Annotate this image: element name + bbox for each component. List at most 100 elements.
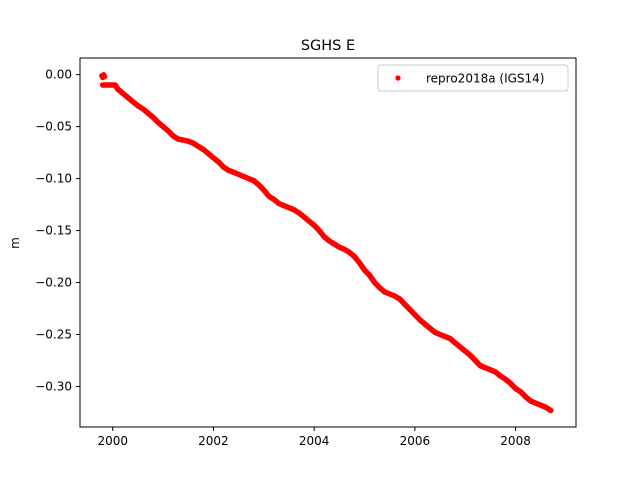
data-point (477, 363, 483, 369)
data-point (155, 119, 161, 125)
data-point (140, 106, 146, 112)
data-point (120, 90, 126, 96)
data-point (185, 138, 191, 144)
data-point (276, 200, 282, 207)
data-point (296, 210, 302, 216)
y-tick-label: 0.00 (45, 68, 72, 82)
data-point (130, 99, 136, 105)
x-tick-label: 2000 (97, 434, 128, 448)
data-point (387, 291, 393, 297)
data-point (160, 124, 166, 130)
data-point (422, 321, 428, 327)
axis-ticks: 2000 2002 2004 2006 2008 0.00 −0.05 −0.10 −0.15 −… (35, 68, 531, 448)
data-point (507, 380, 514, 386)
y-tick-label: −0.20 (35, 276, 72, 290)
data-point (452, 340, 458, 346)
data-point (407, 306, 413, 313)
data-point (165, 128, 171, 134)
data-point (351, 253, 357, 260)
data-point (467, 352, 473, 358)
data-point (437, 331, 443, 338)
data-point (115, 86, 121, 92)
data-point (356, 260, 363, 266)
data-point (361, 267, 368, 273)
data-point (321, 234, 327, 240)
data-point (341, 246, 347, 252)
data-point (457, 344, 463, 350)
data-point (412, 312, 418, 318)
data-point (220, 164, 227, 170)
data-point (125, 94, 131, 101)
data-point (180, 137, 186, 143)
series-0 (99, 72, 554, 414)
data-point (392, 293, 398, 299)
x-tick-label: 2002 (198, 434, 229, 448)
data-point (281, 203, 287, 209)
data-point (135, 103, 141, 109)
data-point (205, 151, 211, 157)
data-point (523, 394, 529, 400)
data-point (145, 110, 151, 116)
data-point (497, 373, 504, 379)
y-tick-label: −0.05 (35, 120, 72, 134)
data-point (482, 365, 488, 371)
y-tick-label: −0.15 (35, 224, 72, 238)
data-point (215, 159, 222, 165)
data-point (306, 218, 312, 224)
data-point (261, 187, 267, 193)
plot-frame (79, 57, 577, 428)
data-point (538, 402, 544, 408)
data-point (462, 348, 468, 354)
data-point (346, 249, 352, 255)
data-point (225, 167, 232, 173)
legend-box (377, 64, 569, 92)
data-point (200, 146, 206, 153)
data-point (336, 244, 342, 250)
data-point (256, 182, 262, 188)
data-point (432, 329, 438, 335)
data-point (251, 178, 257, 184)
data-point (170, 133, 176, 139)
y-tick-label: −0.25 (35, 327, 72, 341)
data-point (241, 173, 247, 180)
data-point (236, 171, 242, 177)
data-point (472, 357, 478, 364)
data-point (442, 334, 448, 340)
data-point (271, 196, 277, 202)
y-axis-label: m (8, 237, 22, 249)
data-point (286, 205, 292, 211)
data-point (311, 222, 317, 228)
data-point (492, 369, 498, 375)
data-point (502, 376, 509, 382)
data-point (427, 325, 433, 331)
data-point (447, 336, 453, 342)
data-point (528, 398, 534, 404)
legend-label: repro2018a (IGS14) (426, 72, 544, 86)
x-tick-label: 2006 (400, 434, 431, 448)
data-point (231, 169, 237, 175)
data-point (326, 238, 332, 244)
data-point (513, 385, 519, 392)
data-point (533, 400, 539, 406)
data-point (195, 143, 201, 149)
y-tick-label: −0.30 (35, 379, 72, 393)
data-point (543, 404, 549, 410)
data-point (316, 227, 322, 234)
data-point (112, 82, 118, 88)
data-point (402, 301, 408, 307)
data-points (99, 72, 554, 414)
data-point (397, 296, 403, 302)
legend: repro2018a (IGS14) (377, 64, 569, 92)
data-point (190, 140, 196, 146)
x-tick-label: 2004 (299, 434, 330, 448)
data-point (331, 241, 337, 247)
data-point (100, 82, 106, 88)
data-point (246, 176, 252, 182)
data-point (210, 155, 216, 161)
x-tick-label: 2008 (500, 434, 531, 448)
data-point (291, 207, 297, 213)
data-point (301, 214, 307, 220)
data-point (518, 389, 524, 395)
data-point (417, 317, 423, 323)
